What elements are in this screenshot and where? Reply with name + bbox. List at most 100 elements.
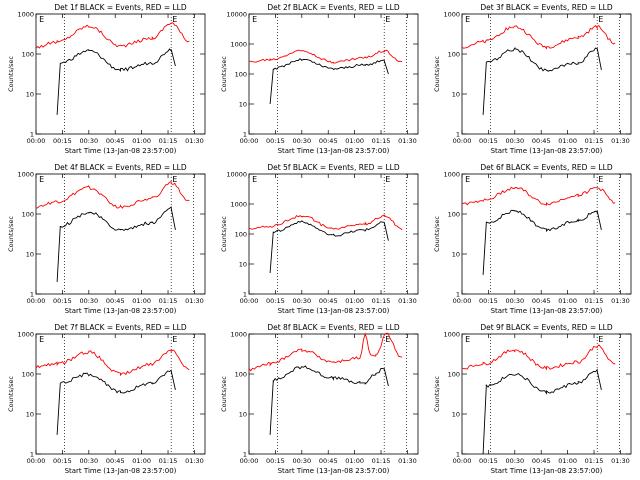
series-lld-line [461, 186, 616, 206]
y-tick-label: 10 [26, 251, 34, 259]
series-events-line [482, 46, 602, 115]
x-tick-label: 00:00 [27, 297, 46, 305]
panel-title: Det 3f BLACK = Events, RED = LLD [480, 3, 613, 12]
y-tick-label: 10 [26, 91, 34, 99]
y-tick-label: 10 [239, 101, 247, 109]
x-tick-label: 01:00 [345, 297, 364, 305]
x-tick-label: 00:15 [53, 457, 72, 465]
x-tick-label: 00:30 [505, 457, 524, 465]
y-tick-label: 1 [30, 131, 34, 139]
x-tick-label: 00:30 [79, 137, 98, 145]
plot-frame [461, 13, 632, 135]
x-tick-label: 01:00 [558, 137, 577, 145]
y-tick-label: 10000 [226, 11, 247, 19]
y-tick-label: 100 [448, 211, 460, 219]
x-tick-label: 01:15 [585, 137, 604, 145]
x-tick-label: 00:00 [27, 457, 46, 465]
series-lld-line [35, 349, 190, 377]
y-tick-label: 1000 [17, 331, 34, 339]
x-tick-label: 00:15 [479, 457, 498, 465]
x-tick-label: 00:15 [479, 137, 498, 145]
y-tick-label: 1 [30, 291, 34, 299]
x-tick-label: 01:15 [585, 297, 604, 305]
plot-frame [248, 13, 419, 135]
marker-letter: E [172, 175, 177, 184]
series-events-line [482, 209, 602, 275]
x-axis-label: Start Time (13-Jan-08 23:57:00) [65, 307, 177, 315]
x-tick-label: 00:15 [266, 297, 285, 305]
y-tick-label: 100 [22, 211, 34, 219]
marker-letter: E [252, 175, 257, 184]
series-events-line [482, 368, 602, 455]
y-tick-label: 1000 [443, 11, 460, 19]
y-tick-label: 1 [243, 291, 247, 299]
y-axis-label: Counts/sec [433, 56, 441, 92]
y-tick-label: 1 [243, 451, 247, 459]
x-tick-label: 01:30 [398, 457, 417, 465]
x-tick-label: 01:15 [159, 457, 178, 465]
x-tick-label: 01:15 [372, 137, 391, 145]
y-tick-label: 1000 [17, 171, 34, 179]
marker-letter: E [598, 175, 603, 184]
series-lld-line [35, 22, 190, 49]
x-tick-label: 01:00 [345, 137, 364, 145]
x-tick-label: 00:00 [240, 297, 259, 305]
x-tick-label: 01:30 [185, 137, 204, 145]
y-tick-label: 100 [22, 371, 34, 379]
x-tick-label: 01:30 [398, 297, 417, 305]
panel-title: Det 6f BLACK = Events, RED = LLD [480, 163, 613, 172]
x-tick-label: 01:30 [611, 457, 630, 465]
y-axis-label: Counts/sec [433, 216, 441, 252]
x-tick-label: 00:00 [240, 457, 259, 465]
y-tick-label: 1000 [443, 331, 460, 339]
panel-title: Det 9f BLACK = Events, RED = LLD [480, 323, 613, 332]
marker-letter: E [172, 335, 177, 344]
x-axis-label: Start Time (13-Jan-08 23:57:00) [491, 467, 603, 475]
x-tick-label: 01:30 [611, 137, 630, 145]
marker-letter: E [385, 335, 390, 344]
series-lld-line [461, 344, 616, 371]
x-axis-label: Start Time (13-Jan-08 23:57:00) [65, 147, 177, 155]
marker-letter: E [39, 335, 44, 344]
x-tick-label: 00:45 [319, 457, 338, 465]
x-tick-label: 01:30 [185, 457, 204, 465]
y-axis-label: Counts/sec [220, 216, 228, 252]
x-tick-label: 01:30 [398, 137, 417, 145]
x-tick-label: 00:45 [106, 137, 125, 145]
x-tick-label: 00:45 [532, 297, 551, 305]
y-tick-label: 1000 [230, 41, 247, 49]
panel-title: Det 4f BLACK = Events, RED = LLD [54, 163, 187, 172]
panel-title: Det 1f BLACK = Events, RED = LLD [54, 3, 187, 12]
panel-9: Det 9f BLACK = Events, RED = LLD 00:00 00:… [433, 323, 632, 475]
marker-letter: E [172, 15, 177, 24]
series-lld-line [461, 24, 616, 50]
panel-title: Det 8f BLACK = Events, RED = LLD [267, 323, 400, 332]
x-tick-label: 01:30 [185, 297, 204, 305]
x-tick-label: 00:00 [453, 137, 472, 145]
plot-frame [461, 173, 632, 295]
y-tick-label: 10 [239, 411, 247, 419]
series-events-line [269, 220, 389, 274]
series-events-line [269, 365, 389, 435]
y-tick-label: 1 [456, 131, 460, 139]
panel-6: Det 6f BLACK = Events, RED = LLD 00:00 00:… [433, 163, 632, 315]
plot-frame [35, 333, 206, 455]
x-tick-label: 00:15 [479, 297, 498, 305]
y-axis-label: Counts/sec [220, 376, 228, 412]
panel-title: Det 2f BLACK = Events, RED = LLD [267, 3, 400, 12]
x-tick-label: 00:30 [505, 137, 524, 145]
y-tick-label: 10000 [226, 171, 247, 179]
panel-1: Det 1f BLACK = Events, RED = LLD 00:00 00:… [7, 3, 206, 155]
marker-letter: E [598, 335, 603, 344]
marker-letter: E [465, 335, 470, 344]
series-lld-line [248, 49, 403, 64]
marker-letter: E [385, 175, 390, 184]
series-events-line [56, 48, 176, 115]
marker-letter: E [39, 15, 44, 24]
y-tick-label: 10 [26, 411, 34, 419]
marker-letter: E [598, 15, 603, 24]
y-axis-label: Counts/sec [433, 376, 441, 412]
x-tick-label: 00:30 [292, 137, 311, 145]
x-axis-label: Start Time (13-Jan-08 23:57:00) [278, 467, 390, 475]
x-tick-label: 01:15 [159, 297, 178, 305]
